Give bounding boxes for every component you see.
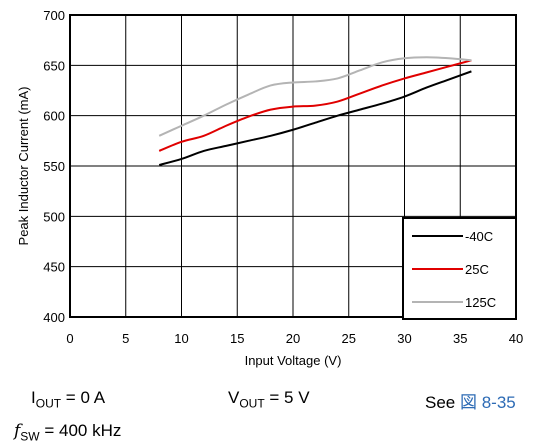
y-tick-label: 400 xyxy=(43,310,65,325)
y-tick-label: 550 xyxy=(43,159,65,174)
x-tick-label: 15 xyxy=(230,331,244,346)
tick-labels: 0 5 10 15 20 25 30 35 40 400 450 500 550 600 650 700 xyxy=(43,8,523,346)
x-tick-label: 30 xyxy=(397,331,411,346)
x-tick-label: 40 xyxy=(509,331,523,346)
legend: -40C 25C 125C xyxy=(402,217,517,320)
legend-label: -40C xyxy=(465,229,493,244)
series-line-125c xyxy=(158,56,472,137)
x-tick-label: 5 xyxy=(122,331,129,346)
y-tick-label: 450 xyxy=(43,260,65,275)
x-tick-label: 20 xyxy=(286,331,300,346)
x-axis-label: Input Voltage (V) xyxy=(245,353,342,368)
x-tick-label: 25 xyxy=(342,331,356,346)
see-reference: See 図 8-35 xyxy=(425,393,516,412)
y-tick-label: 600 xyxy=(43,109,65,124)
y-tick-label: 650 xyxy=(43,58,65,73)
y-tick-label: 500 xyxy=(43,209,65,224)
plot-frame xyxy=(69,14,517,318)
iout-condition: IOUT = 0 A xyxy=(31,388,106,411)
series-line-40c xyxy=(158,70,472,166)
fsw-condition: fSW = 400 kHz xyxy=(14,421,122,444)
x-tick-label: 35 xyxy=(453,331,467,346)
legend-label: 125C xyxy=(465,295,496,310)
y-tick-label: 700 xyxy=(43,8,65,23)
y-axis-label: Peak Inductor Current (mA) xyxy=(16,87,31,246)
x-tick-label: 10 xyxy=(174,331,188,346)
legend-label: 25C xyxy=(465,262,489,277)
vout-condition: VOUT = 5 V xyxy=(228,388,310,411)
series-line-25c xyxy=(158,59,472,152)
grid xyxy=(69,14,517,318)
x-tick-label: 0 xyxy=(66,331,73,346)
series-lines xyxy=(158,56,472,166)
figure-link[interactable]: 図 8-35 xyxy=(459,393,516,412)
chart: 0 5 10 15 20 25 30 35 40 400 450 500 550 600 650 700 -4… xyxy=(16,8,523,368)
